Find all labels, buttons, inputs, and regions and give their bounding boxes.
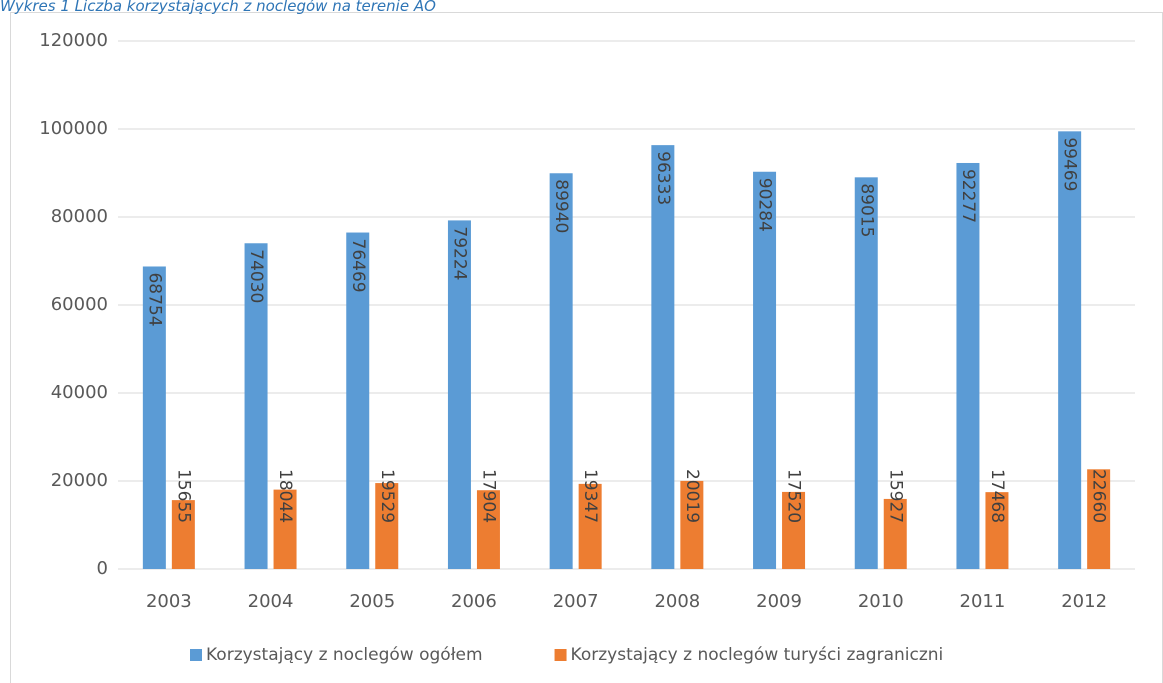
bar [447, 220, 471, 569]
y-tick-label: 80000 [51, 206, 108, 227]
bar [1087, 469, 1111, 569]
bar [375, 483, 399, 569]
x-tick-label: 2010 [858, 591, 904, 612]
y-tick-label: 100000 [39, 118, 108, 139]
data-label: 68754 [144, 272, 164, 326]
y-tick-label: 120000 [39, 30, 108, 51]
chart-frame [10, 12, 1163, 683]
data-label: 22660 [1089, 469, 1109, 523]
legend-swatch [554, 649, 567, 661]
bar [883, 498, 907, 569]
bar [171, 500, 195, 569]
chart-title: Wykres 1 Liczba korzystających z noclegó… [0, 0, 436, 15]
x-tick-label: 2003 [146, 591, 192, 612]
legend-swatch [190, 649, 202, 661]
bar [651, 145, 675, 569]
bar [680, 480, 704, 569]
x-tick-label: 2009 [756, 591, 802, 612]
x-tick-label: 2012 [1061, 591, 1107, 612]
bar [782, 491, 806, 569]
bar [956, 162, 980, 569]
data-label: 99469 [1060, 137, 1080, 191]
bar [578, 483, 602, 569]
x-tick-label: 2008 [654, 591, 700, 612]
x-tick-label: 2011 [960, 591, 1006, 612]
data-label: 96333 [653, 151, 673, 205]
data-label: 20019 [682, 469, 702, 523]
x-tick-label: 2006 [451, 591, 497, 612]
bar [142, 266, 166, 569]
data-label: 74030 [246, 249, 266, 303]
x-tick-label: 2004 [248, 591, 294, 612]
bar [854, 177, 878, 570]
data-label: 76469 [348, 239, 368, 293]
data-label: 17468 [987, 469, 1007, 523]
y-tick-label: 0 [97, 558, 108, 579]
bar [244, 243, 268, 569]
legend-label: Korzystający z noclegów ogółem [206, 645, 483, 665]
data-label: 79224 [449, 226, 469, 280]
data-label: 15927 [885, 469, 905, 523]
data-label: 90284 [755, 178, 775, 232]
bar [273, 489, 297, 569]
bar [476, 490, 500, 569]
y-tick-label: 60000 [51, 294, 108, 315]
x-tick-label: 2007 [553, 591, 599, 612]
data-label: 18044 [275, 469, 295, 523]
data-label: 19347 [580, 469, 600, 523]
data-label: 89940 [551, 179, 571, 233]
data-label: 15655 [173, 469, 193, 523]
bar [346, 232, 370, 569]
bar [1058, 131, 1082, 569]
y-tick-label: 20000 [51, 470, 108, 491]
bar [985, 492, 1009, 569]
data-label: 17904 [478, 469, 498, 523]
x-tick-label: 2005 [349, 591, 395, 612]
legend-label: Korzystający z noclegów turyści zagranic… [571, 645, 944, 665]
bar [753, 171, 777, 569]
data-label: 17520 [784, 469, 804, 523]
data-label: 89015 [856, 183, 876, 237]
data-label: 19529 [377, 469, 397, 523]
y-tick-label: 40000 [51, 382, 108, 403]
bar [549, 173, 573, 570]
data-label: 92277 [958, 169, 978, 223]
